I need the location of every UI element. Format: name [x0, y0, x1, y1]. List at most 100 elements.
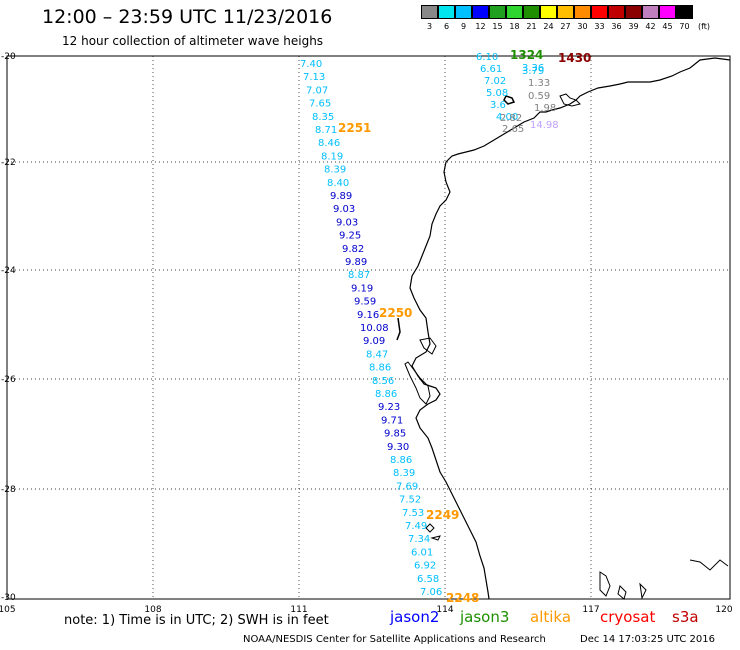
legend-label: 39	[628, 22, 639, 31]
legend-label: 45	[662, 22, 673, 31]
swh-value: 7.07	[306, 85, 328, 96]
swh-value: 9.85	[384, 429, 406, 440]
legend-label: 18	[509, 22, 520, 31]
ne-swh-value: 2.82	[500, 113, 522, 124]
legend-label: (ft)	[697, 22, 711, 31]
ne-swh-value: 1.33	[528, 78, 550, 89]
swh-value: 7.52	[399, 495, 421, 506]
swh-value: 8.39	[393, 468, 415, 479]
swh-value: 8.35	[312, 112, 334, 123]
ne-swh-value: 6.61	[480, 64, 502, 75]
swh-value: 9.89	[330, 191, 352, 202]
swh-value: 6.92	[414, 561, 436, 572]
legend-swatch	[472, 5, 489, 19]
legend-swatch	[523, 5, 540, 19]
swh-value: 7.53	[402, 508, 424, 519]
swh-value: 9.30	[387, 442, 409, 453]
ne-swh-value: 5.08	[486, 88, 508, 99]
satellite-jason2: jason2	[390, 608, 440, 626]
swh-value: 9.82	[342, 244, 364, 255]
swh-value: 7.69	[396, 481, 418, 492]
ne-swh-value: 3.79	[522, 66, 544, 77]
swh-value: 8.86	[369, 363, 391, 374]
ne-swh-value: 1.98	[534, 103, 556, 114]
shark-bay-peninsula	[404, 361, 431, 405]
legend-label: 42	[645, 22, 656, 31]
legend-swatch	[625, 5, 642, 19]
swh-value: 9.16	[357, 310, 379, 321]
swh-value: 7.13	[303, 72, 325, 83]
swh-value: 8.46	[318, 138, 340, 149]
lat-tick-label: -22	[1, 158, 16, 168]
swh-value: 9.23	[378, 402, 400, 413]
footer-note: note: 1) Time is in UTC; 2) SWH is in fe…	[64, 613, 329, 628]
swh-value: 9.03	[333, 204, 355, 215]
ne-swh-value: 6.10	[476, 52, 498, 63]
coastline	[409, 57, 731, 600]
legend-label: 15	[492, 22, 503, 31]
swh-value: 8.86	[390, 455, 412, 466]
lat-tick-label: -30	[1, 593, 16, 603]
map-title: 12:00 – 23:59 UTC 11/23/2016	[42, 6, 333, 28]
lon-tick-label: 105	[0, 605, 16, 615]
coast-bottom-right	[599, 559, 729, 600]
legend-swatch	[540, 5, 557, 19]
legend-label: 70	[679, 22, 690, 31]
legend-label: 21	[526, 22, 537, 31]
swh-value: 6.58	[417, 574, 439, 585]
color-legend	[421, 5, 693, 19]
island	[503, 95, 516, 105]
dirk-hartog-island	[396, 317, 401, 341]
swh-value: 8.71	[315, 125, 337, 136]
swh-value: 9.71	[381, 415, 403, 426]
pass-time-label: 2250	[379, 306, 412, 320]
ne-swh-value: 3.6	[490, 100, 506, 111]
map-subtitle: 12 hour collection of altimeter wave hei…	[62, 34, 324, 48]
swh-value: 9.03	[336, 217, 358, 228]
legend-swatch	[438, 5, 455, 19]
legend-swatch	[574, 5, 591, 19]
satellite-jason3: jason3	[460, 608, 510, 626]
legend-label: 9	[460, 22, 467, 31]
peninsula	[419, 337, 437, 355]
swh-value: 10.08	[360, 323, 389, 334]
lat-tick-label: -20	[1, 52, 16, 62]
lon-tick-label: 120	[715, 605, 732, 615]
lon-tick-label: 108	[144, 605, 161, 615]
ne-swh-value: 7.02	[484, 76, 506, 87]
legend-swatch	[421, 5, 438, 19]
timestamp-text: Dec 14 17:03:25 UTC 2016	[580, 634, 715, 645]
legend-swatch	[659, 5, 676, 19]
swh-value: 9.25	[339, 231, 361, 242]
legend-label: 33	[594, 22, 605, 31]
legend-swatch	[489, 5, 506, 19]
map-frame	[6, 55, 731, 600]
abrolhos-islands	[425, 523, 441, 541]
legend-swatch	[608, 5, 625, 19]
swh-value: 9.59	[354, 297, 376, 308]
ne-swh-value: 4.00	[496, 112, 518, 123]
swh-value: 7.40	[300, 59, 322, 70]
color-legend-labels: 3 6 9 12 15 18 21 24 27 30 33 36 39 42 45 70 (ft)	[421, 22, 715, 31]
swh-value: 7.49	[405, 521, 427, 532]
ne-swh-value: 0.59	[528, 91, 550, 102]
island-group	[559, 93, 581, 107]
legend-swatch	[557, 5, 574, 19]
swh-value: 9.19	[351, 283, 373, 294]
ne-swh-value: 14.98	[530, 120, 559, 131]
satellite-altika: altika	[530, 608, 572, 626]
credit-text: NOAA/NESDIS Center for Satellite Applica…	[243, 634, 546, 645]
legend-swatch	[591, 5, 608, 19]
pass-time-label: 2248	[446, 591, 479, 605]
swh-value: 9.89	[345, 257, 367, 268]
swh-value: 8.39	[324, 165, 346, 176]
pass-time-label: 2249	[426, 508, 459, 522]
ne-swh-value: 2.65	[502, 124, 524, 135]
legend-label: 6	[443, 22, 450, 31]
satellite-cryosat: cryosat	[600, 608, 656, 626]
legend-label: 27	[560, 22, 571, 31]
legend-label: 12	[475, 22, 486, 31]
lat-tick-label: -28	[1, 485, 16, 495]
pass-time-label: 2251	[338, 121, 371, 135]
